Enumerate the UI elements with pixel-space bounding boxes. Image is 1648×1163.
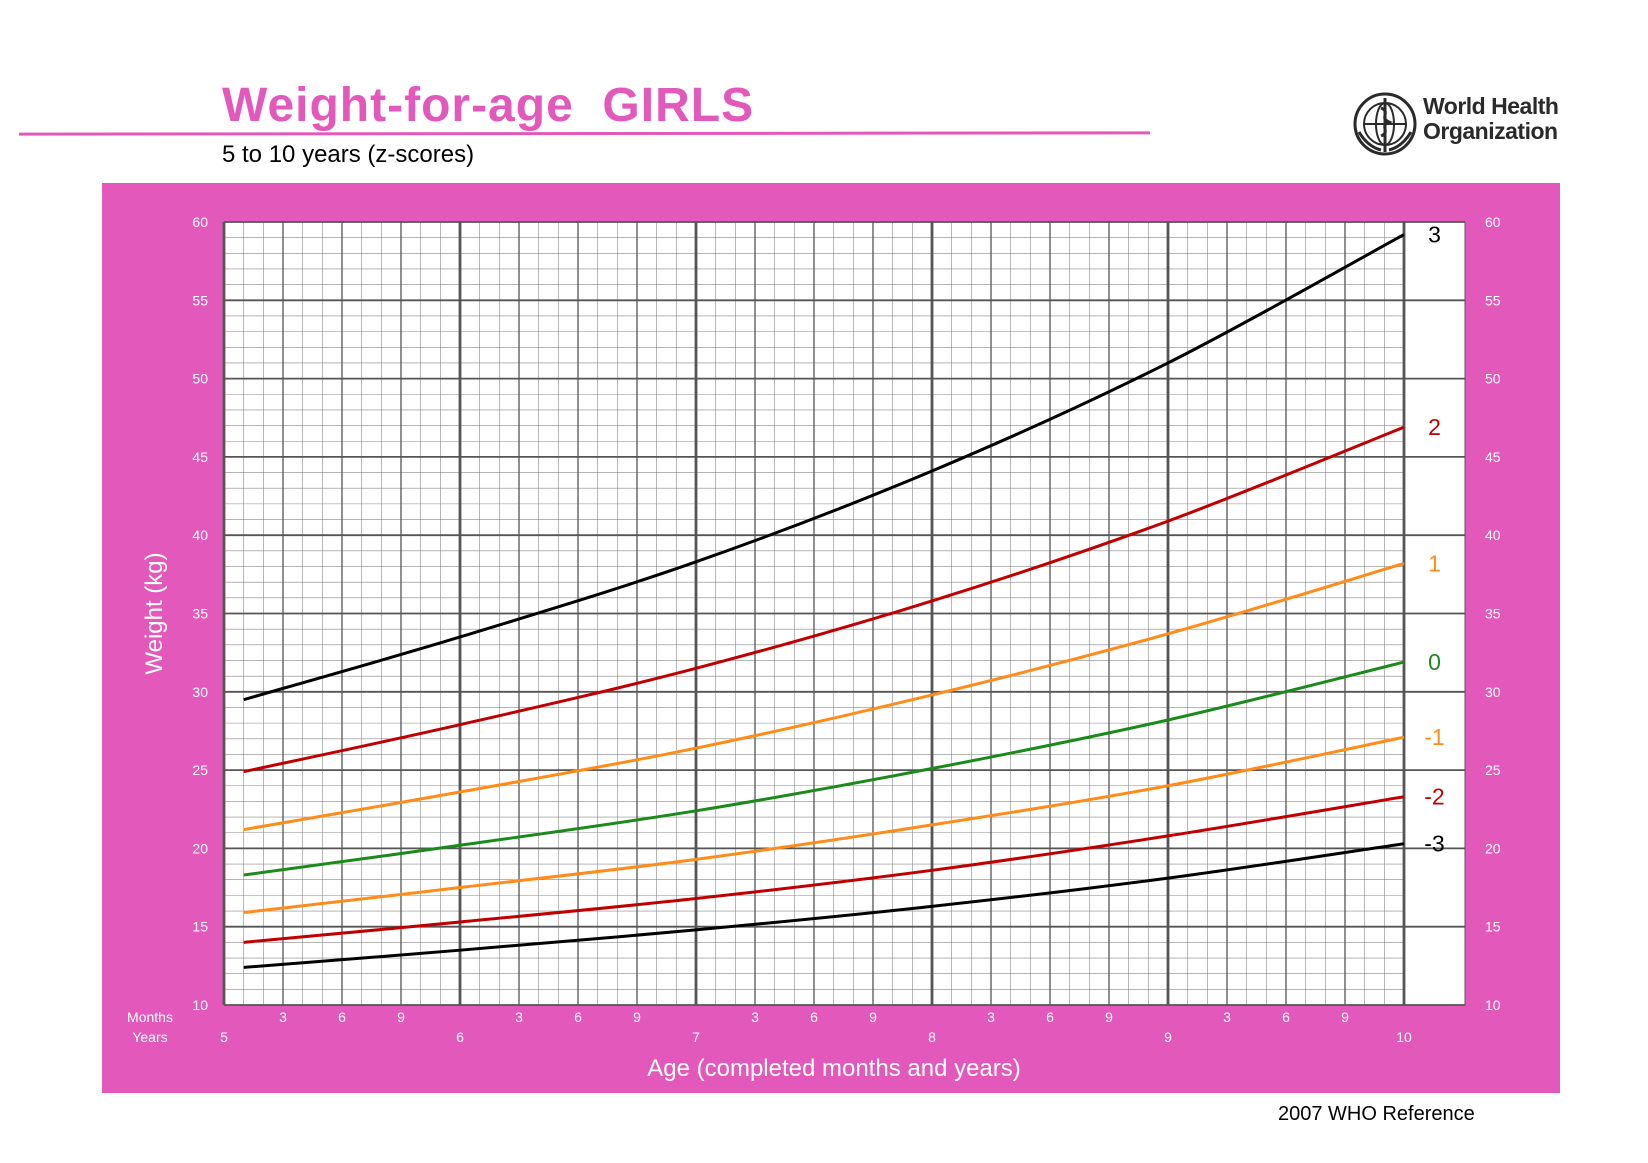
x-month-tick-label: 6: [1046, 1009, 1054, 1025]
x-month-tick-label: 6: [1282, 1009, 1290, 1025]
x-month-tick-label: 9: [397, 1009, 405, 1025]
x-month-tick-label: 9: [1341, 1009, 1349, 1025]
series-label-z0: 0: [1428, 649, 1441, 675]
series-label-z1: 1: [1428, 550, 1441, 576]
series-line-z0: [243, 660, 1405, 877]
x-month-tick-label: 3: [279, 1009, 287, 1025]
y-tick-label-right: 25: [1485, 762, 1501, 778]
x-month-tick-label: 9: [1105, 1009, 1113, 1025]
x-year-tick-label: 6: [456, 1029, 464, 1045]
y-tick-label-left: 55: [192, 292, 208, 308]
y-tick-label-right: 40: [1485, 527, 1501, 543]
months-row-label: Months: [127, 1009, 173, 1025]
y-tick-label-right: 50: [1485, 371, 1501, 387]
y-tick-label-left: 20: [192, 840, 208, 856]
logo-line-1: World Health: [1423, 93, 1559, 119]
y-tick-label-right: 20: [1485, 840, 1501, 856]
series-label-zneg3: -3: [1424, 831, 1444, 857]
series-label-zneg1: -1: [1424, 724, 1444, 750]
series-label-zneg2: -2: [1424, 784, 1444, 810]
y-tick-label-right: 30: [1485, 684, 1501, 700]
x-year-tick-label: 10: [1396, 1029, 1412, 1045]
y-tick-label-right: 60: [1485, 214, 1501, 230]
y-tick-label-left: 15: [192, 919, 208, 935]
x-year-tick-label: 7: [692, 1029, 700, 1045]
page-title: Weight-for-age GIRLS: [222, 79, 755, 132]
x-month-tick-label: 3: [751, 1009, 759, 1025]
y-tick-label-left: 30: [192, 684, 208, 700]
chart-panel: 10 10 15 15 20 20 25 25 30 30 35 35 40 40 45 45 50 50 55 55…: [102, 183, 1560, 1093]
series-line-zneg1: [243, 735, 1405, 915]
who-logo-text: World Health Organization: [1423, 93, 1559, 144]
y-tick-label-right: 10: [1485, 997, 1501, 1013]
y-tick-label-right: 15: [1485, 919, 1501, 935]
y-tick-label-left: 10: [192, 997, 208, 1013]
y-tick-label-left: 50: [192, 371, 208, 387]
series-line-zneg3: [243, 842, 1405, 969]
y-tick-label-right: 55: [1485, 292, 1501, 308]
x-month-tick-label: 6: [338, 1009, 346, 1025]
years-row-label: Years: [132, 1029, 167, 1045]
x-month-tick-label: 3: [987, 1009, 995, 1025]
y-tick-label-right: 45: [1485, 449, 1501, 465]
x-month-tick-label: 6: [810, 1009, 818, 1025]
series-label-z2: 2: [1428, 414, 1441, 440]
y-tick-label-left: 40: [192, 527, 208, 543]
x-month-tick-label: 9: [869, 1009, 877, 1025]
who-logo: World Health Organization: [1351, 90, 1587, 156]
series-label-z3: 3: [1428, 222, 1441, 248]
series-line-z3: [243, 233, 1405, 702]
x-year-tick-label: 9: [1164, 1029, 1172, 1045]
y-tick-label-right: 35: [1485, 606, 1501, 622]
x-month-tick-label: 3: [515, 1009, 523, 1025]
footer-reference: 2007 WHO Reference: [1278, 1103, 1475, 1125]
x-month-tick-label: 9: [633, 1009, 641, 1025]
series-line-zneg2: [243, 795, 1405, 944]
series-line-z2: [243, 425, 1405, 774]
y-tick-label-left: 60: [192, 214, 208, 230]
who-emblem-icon: [1353, 92, 1417, 156]
logo-line-2: Organization: [1423, 118, 1558, 144]
y-tick-label-left: 45: [192, 449, 208, 465]
x-year-tick-label: 5: [220, 1029, 228, 1045]
title-underline: [19, 131, 1150, 136]
y-tick-label-left: 25: [192, 762, 208, 778]
page-subtitle: 5 to 10 years (z-scores): [222, 141, 475, 168]
x-month-tick-label: 6: [574, 1009, 582, 1025]
y-tick-label-left: 35: [192, 606, 208, 622]
x-axis-title: Age (completed months and years): [647, 1055, 1021, 1082]
series-line-z1: [243, 561, 1405, 832]
x-month-tick-label: 3: [1223, 1009, 1231, 1025]
x-year-tick-label: 8: [928, 1029, 936, 1045]
y-axis-title: Weight (kg): [141, 552, 168, 674]
